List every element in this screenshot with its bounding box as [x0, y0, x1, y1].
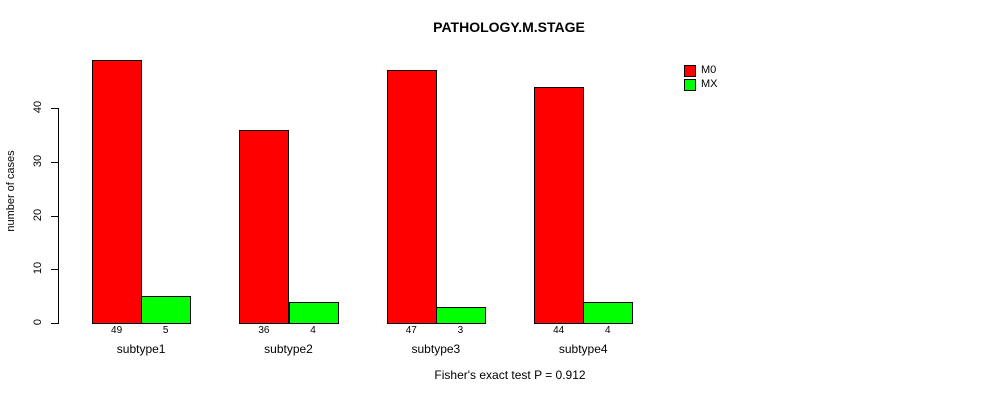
- y-tick-label: 10: [32, 262, 44, 275]
- bar-m0-subtype1: [92, 59, 143, 324]
- stats-annotation: Fisher's exact test P = 0.912: [434, 368, 586, 382]
- bar-count-label: 36: [258, 325, 270, 336]
- y-axis-tick: [51, 161, 58, 163]
- bar-count-label: 5: [162, 325, 169, 336]
- bar-mx-subtype4: [583, 301, 634, 324]
- y-tick-label: 0: [32, 318, 44, 326]
- bar-count-label: 4: [604, 325, 611, 336]
- x-category-label-subtype3: subtype3: [411, 342, 461, 356]
- y-axis-tick: [51, 323, 58, 324]
- chart-title: PATHOLOGY.M.STAGE: [433, 19, 585, 35]
- bar-m0-subtype4: [534, 86, 585, 324]
- bar-count-label: 4: [310, 325, 316, 336]
- y-tick-label: 20: [32, 208, 44, 221]
- x-category-label-subtype2: subtype2: [264, 342, 313, 356]
- y-axis-label: number of cases: [5, 150, 17, 232]
- x-category-label-subtype4: subtype4: [558, 342, 608, 356]
- bar-m0-subtype3: [386, 70, 437, 324]
- bar-mx-subtype3: [435, 306, 486, 324]
- y-tick-label: 40: [32, 100, 44, 114]
- legend-swatch-m0: [684, 65, 696, 77]
- bar-count-label: 44: [553, 325, 565, 336]
- y-axis-line: [58, 108, 59, 324]
- bar-mx-subtype2: [288, 301, 339, 324]
- legend-label-mx: MX: [701, 78, 718, 90]
- bar-count-label: 47: [405, 325, 417, 336]
- bar-m0-subtype2: [239, 129, 290, 324]
- bar-mx-subtype1: [141, 296, 192, 324]
- y-axis-tick: [51, 269, 58, 271]
- x-category-label-subtype1: subtype1: [116, 342, 166, 356]
- bar-count-label: 3: [457, 325, 464, 336]
- bar-count-label: 49: [111, 325, 123, 336]
- legend-swatch-mx: [684, 79, 696, 91]
- y-tick-label: 30: [32, 154, 44, 167]
- y-axis-tick: [51, 215, 58, 217]
- y-axis-tick: [51, 108, 58, 109]
- legend-label-m0: M0: [701, 64, 717, 76]
